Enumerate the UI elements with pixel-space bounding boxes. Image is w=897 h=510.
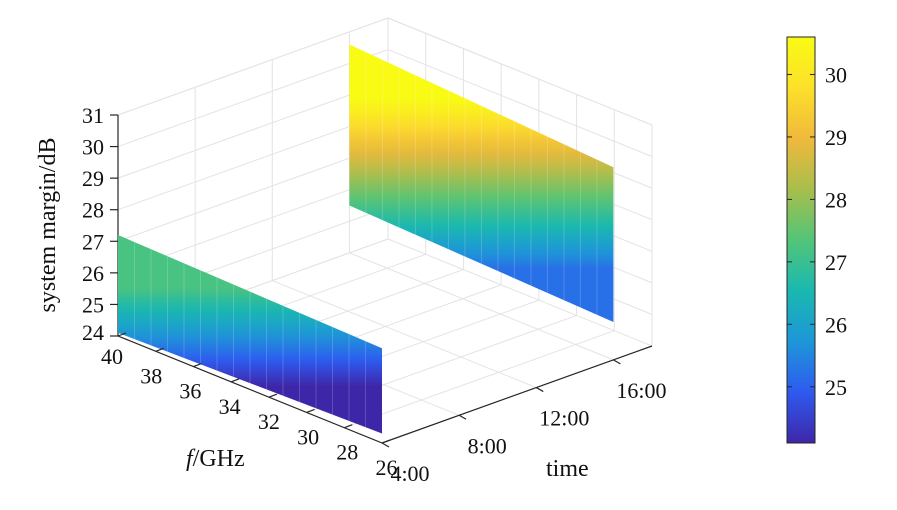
z-tick-label: 29 [82,166,104,191]
colorbar-tick-label: 29 [825,125,847,150]
z-axis-label: system margin/dB [35,138,61,313]
grid-line [117,17,389,116]
time-tick-mark [381,442,390,448]
f-tick-mark [155,347,164,352]
colorbar-tick-label: 26 [825,312,847,337]
f-tick-label: 26 [376,455,398,480]
time-tick-label: 12:00 [539,406,589,431]
time-tick-mark [458,414,467,420]
f-tick-label: 28 [336,440,358,465]
f-tick-mark [268,393,278,398]
f-tick-mark [193,363,202,368]
time-tick-label: 8:00 [468,433,507,458]
f-tick-label: 40 [101,344,123,369]
z-tick-label: 31 [82,103,104,128]
colorbar-fill [786,36,816,444]
time-tick-mark [535,387,544,393]
colorbar-tick-label: 30 [825,62,847,87]
grid-line [117,143,389,242]
f-tick-mark [344,424,353,429]
grid-line [117,112,389,211]
z-tick-label: 30 [82,135,104,160]
grid-line [349,252,614,361]
grid-line [272,280,537,389]
f-axis-label: f/GHz [186,446,245,472]
f-tick-mark [306,408,315,413]
f-tick-label: 38 [140,363,162,388]
f-tick-mark [117,332,127,337]
time-tick-mark [613,359,621,365]
colorbar: 25 26 27 28 29 30 [786,36,847,444]
f-axis-label-italic: f [186,446,196,472]
f-axis-line [117,335,383,444]
colorbar-tick-label: 25 [825,375,847,400]
f-tick-label: 32 [258,409,280,434]
series-wall-2 [349,44,614,322]
z-tick-label: 24 [82,320,104,345]
grid-line [387,238,653,347]
f-tick-label: 34 [219,394,241,419]
time-tick-label: 16:00 [616,378,666,403]
f-tick-mark [230,378,240,383]
grid-line [387,17,653,126]
ticks-layer: 242526272829303140383634323028264:008:00… [82,103,666,486]
colorbar-tick-label: 27 [825,250,847,275]
z-tick-label: 26 [82,261,104,286]
f-tick-mark [381,439,391,444]
grid-line [344,330,615,429]
f-tick-label: 36 [179,379,201,404]
series-wall-1 [118,235,382,434]
z-tick-label: 25 [82,292,104,317]
colorbar-ticks: 25 26 27 28 29 30 [787,62,847,400]
series-layer [118,44,614,434]
z-tick-label: 27 [82,229,104,254]
colorbar-tick-label: 28 [825,187,847,212]
grid-line [117,80,389,179]
z-tick-label: 28 [82,198,104,223]
f-tick-label: 30 [297,424,319,449]
f-axis-label-unit: /GHz [193,446,245,472]
time-tick-label: 4:00 [390,461,429,486]
grid-line [387,49,653,158]
time-axis-label: time [546,456,589,482]
grid-line [117,49,389,148]
time-axis-line [381,345,653,444]
